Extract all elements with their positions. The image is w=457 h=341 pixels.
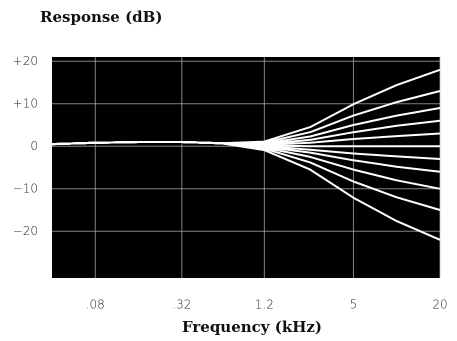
x-tick-label: .08 (86, 298, 105, 312)
y-tick-label: +20 (13, 54, 38, 68)
y-tick-label: +10 (13, 96, 38, 110)
plot-area (52, 57, 440, 278)
chart: Response (dB) Frequency (kHz) +20 +10 0 −10… (0, 0, 457, 341)
chart-title: Response (dB) (40, 8, 162, 26)
y-tick-label: 0 (30, 139, 38, 153)
x-axis-title: Frequency (kHz) (182, 318, 322, 336)
y-tick-label: −20 (13, 224, 38, 238)
x-tick-label: .32 (172, 298, 191, 312)
y-tick-label: −10 (13, 181, 38, 195)
x-tick-label: 5 (350, 298, 358, 312)
x-tick-label: 20 (432, 298, 447, 312)
x-tick-label: 1.2 (255, 298, 274, 312)
